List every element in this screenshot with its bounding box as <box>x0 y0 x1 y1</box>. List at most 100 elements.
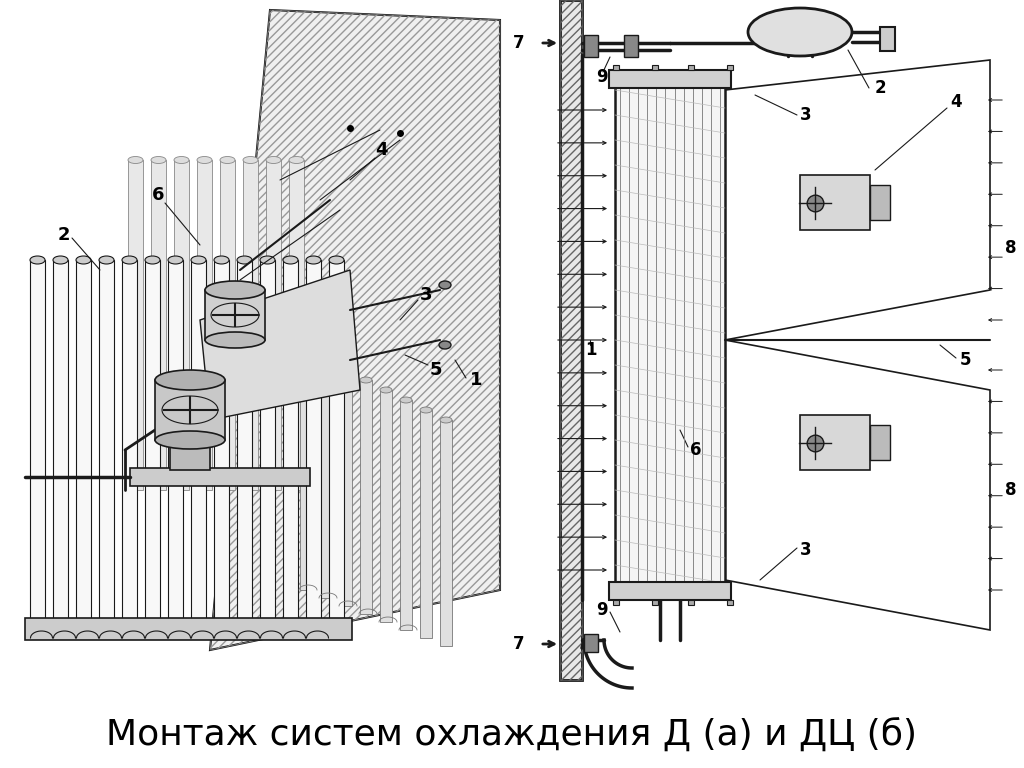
Bar <box>30 260 45 620</box>
Bar <box>145 260 160 620</box>
Ellipse shape <box>400 397 412 403</box>
Ellipse shape <box>128 157 143 164</box>
Bar <box>340 370 352 606</box>
Bar <box>99 260 114 620</box>
Bar <box>870 185 890 220</box>
Polygon shape <box>200 270 360 420</box>
Text: 3: 3 <box>800 106 812 124</box>
Bar <box>615 80 725 590</box>
Text: 1: 1 <box>585 341 597 359</box>
Ellipse shape <box>155 370 225 390</box>
Text: 7: 7 <box>513 34 525 52</box>
Bar <box>329 260 344 620</box>
Bar <box>237 260 252 620</box>
Ellipse shape <box>319 357 332 363</box>
Bar <box>289 160 304 490</box>
Ellipse shape <box>205 281 265 299</box>
Bar <box>727 600 733 605</box>
Ellipse shape <box>197 157 212 164</box>
Bar <box>306 260 321 620</box>
Text: 3: 3 <box>800 541 812 559</box>
Ellipse shape <box>306 256 321 264</box>
Text: 9: 9 <box>596 601 607 619</box>
Bar <box>122 260 137 620</box>
Bar <box>300 350 312 590</box>
Bar <box>214 260 229 620</box>
Bar <box>613 600 618 605</box>
Ellipse shape <box>145 256 160 264</box>
Ellipse shape <box>260 256 275 264</box>
Bar <box>76 260 91 620</box>
Text: 3: 3 <box>420 286 432 304</box>
Bar <box>800 175 870 230</box>
Ellipse shape <box>99 256 114 264</box>
Ellipse shape <box>440 417 452 423</box>
Bar <box>584 634 598 652</box>
Bar <box>880 27 895 51</box>
Text: 2: 2 <box>58 226 71 244</box>
Bar <box>319 360 332 598</box>
Text: 2: 2 <box>874 79 887 97</box>
Text: 8: 8 <box>1005 239 1017 257</box>
Bar <box>624 35 638 57</box>
Bar <box>151 160 166 490</box>
Polygon shape <box>210 10 500 650</box>
Text: 1: 1 <box>470 371 482 389</box>
Bar <box>191 260 206 620</box>
Bar <box>651 600 657 605</box>
Bar <box>651 65 657 70</box>
Ellipse shape <box>243 157 258 164</box>
Ellipse shape <box>329 256 344 264</box>
Text: 4: 4 <box>950 93 962 111</box>
Ellipse shape <box>380 387 392 393</box>
Bar <box>609 582 731 600</box>
Bar <box>260 260 275 620</box>
Ellipse shape <box>748 8 852 56</box>
Bar <box>155 380 225 440</box>
Bar <box>400 400 412 630</box>
Bar <box>130 468 310 486</box>
Bar <box>128 160 143 490</box>
Bar <box>800 415 870 470</box>
Bar <box>870 425 890 460</box>
Bar <box>380 390 392 622</box>
Ellipse shape <box>439 281 451 289</box>
Ellipse shape <box>53 256 68 264</box>
Ellipse shape <box>439 341 451 349</box>
Ellipse shape <box>266 157 281 164</box>
Bar <box>220 160 234 490</box>
Ellipse shape <box>220 157 234 164</box>
Text: 6: 6 <box>152 186 165 204</box>
Ellipse shape <box>360 377 372 383</box>
Ellipse shape <box>283 256 298 264</box>
Text: 6: 6 <box>690 441 701 459</box>
Ellipse shape <box>300 347 312 353</box>
Ellipse shape <box>191 256 206 264</box>
Ellipse shape <box>76 256 91 264</box>
Bar <box>266 160 281 490</box>
Ellipse shape <box>122 256 137 264</box>
Bar <box>174 160 189 490</box>
Bar <box>205 290 265 340</box>
Bar <box>25 618 352 640</box>
Bar <box>560 0 582 680</box>
Bar <box>613 65 618 70</box>
Ellipse shape <box>174 157 189 164</box>
Ellipse shape <box>420 407 432 413</box>
Text: 5: 5 <box>961 351 972 369</box>
Ellipse shape <box>237 256 252 264</box>
Ellipse shape <box>289 157 304 164</box>
Ellipse shape <box>151 157 166 164</box>
Ellipse shape <box>205 332 265 348</box>
Ellipse shape <box>30 256 45 264</box>
Bar <box>283 260 298 620</box>
Bar <box>360 380 372 614</box>
Bar <box>688 65 694 70</box>
Bar <box>440 420 452 646</box>
Ellipse shape <box>155 431 225 449</box>
Bar <box>584 35 598 57</box>
Bar <box>170 440 210 470</box>
Ellipse shape <box>340 367 352 373</box>
Text: 4: 4 <box>375 141 387 159</box>
Bar <box>53 260 68 620</box>
